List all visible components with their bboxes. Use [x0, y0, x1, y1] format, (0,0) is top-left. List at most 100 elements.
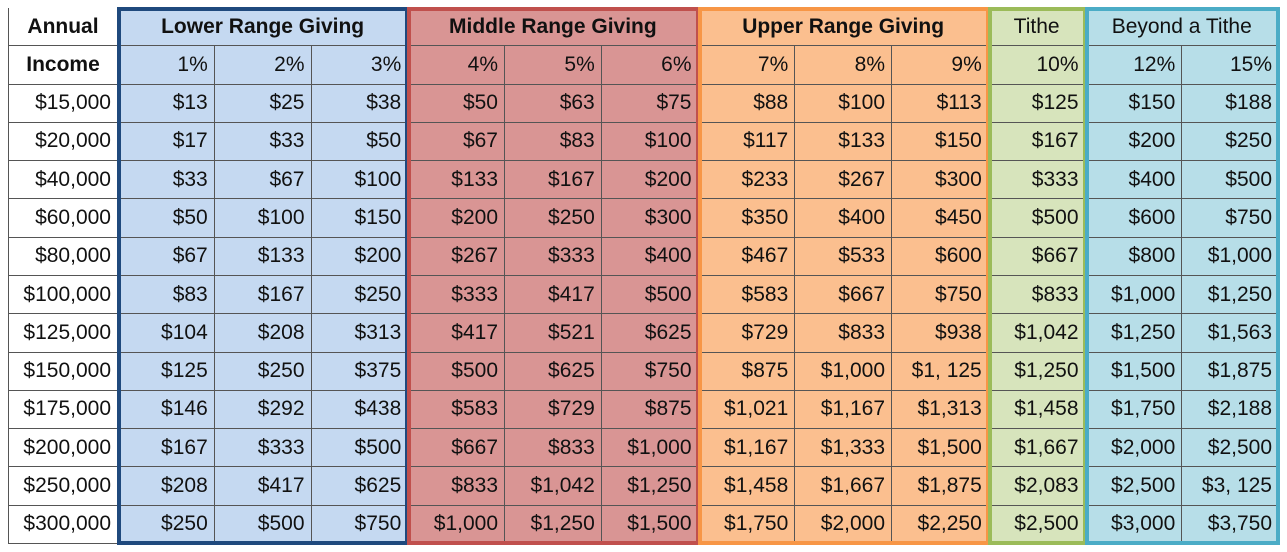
- income-cell: $300,000: [8, 505, 118, 544]
- amount-cell: $50: [311, 122, 409, 162]
- amount-cell: $2,500: [1182, 429, 1279, 468]
- amount-cell: $583: [408, 390, 505, 430]
- amount-cell: $33: [118, 161, 215, 200]
- income-cell: $40,000: [8, 161, 118, 200]
- amount-cell: $250: [118, 505, 215, 544]
- amount-cell: $125: [118, 352, 215, 391]
- amount-cell: $300: [892, 161, 989, 200]
- amount-cell: $146: [118, 390, 215, 430]
- amount-cell: $1,021: [698, 390, 796, 430]
- amount-cell: $233: [698, 161, 796, 200]
- amount-cell: $100: [795, 84, 892, 123]
- percent-header: 5%: [505, 46, 602, 85]
- amount-cell: $75: [601, 84, 699, 123]
- amount-cell: $1,667: [988, 429, 1086, 468]
- amount-cell: $1,000: [1085, 275, 1183, 315]
- amount-cell: $250: [505, 199, 602, 238]
- amount-cell: $1,250: [1085, 314, 1183, 353]
- amount-cell: $875: [698, 352, 796, 391]
- amount-cell: $200: [408, 199, 505, 238]
- percent-header: 3%: [311, 46, 409, 85]
- amount-cell: $167: [118, 429, 215, 468]
- income-cell: $125,000: [8, 314, 118, 353]
- amount-cell: $667: [988, 237, 1086, 276]
- amount-cell: $1,250: [988, 352, 1086, 391]
- amount-cell: $875: [601, 390, 699, 430]
- income-cell: $150,000: [8, 352, 118, 391]
- income-cell: $200,000: [8, 429, 118, 468]
- amount-cell: $267: [795, 161, 892, 200]
- giving-table: Annual Lower Range Giving Middle Range Giv…: [8, 8, 1279, 544]
- group-header-middle: Middle Range Giving: [408, 8, 699, 47]
- amount-cell: $583: [698, 275, 796, 315]
- percent-header: 10%: [988, 46, 1086, 85]
- amount-cell: $100: [214, 199, 312, 238]
- amount-cell: $625: [311, 467, 409, 506]
- amount-cell: $63: [505, 84, 602, 123]
- amount-cell: $333: [214, 429, 312, 468]
- amount-cell: $1,313: [892, 390, 989, 430]
- amount-cell: $167: [505, 161, 602, 200]
- amount-cell: $333: [988, 161, 1086, 200]
- annual-header: Annual: [8, 8, 118, 47]
- amount-cell: $83: [505, 122, 602, 162]
- amount-cell: $25: [214, 84, 312, 123]
- amount-cell: $1,458: [698, 467, 796, 506]
- percent-header: 12%: [1085, 46, 1183, 85]
- amount-cell: $2,500: [1085, 467, 1183, 506]
- amount-cell: $400: [601, 237, 699, 276]
- amount-cell: $1,500: [601, 505, 699, 544]
- amount-cell: $833: [505, 429, 602, 468]
- amount-cell: $667: [408, 429, 505, 468]
- amount-cell: $833: [988, 275, 1086, 315]
- amount-cell: $1,750: [1085, 390, 1183, 430]
- percent-header: 8%: [795, 46, 892, 85]
- amount-cell: $67: [408, 122, 505, 162]
- income-cell: $100,000: [8, 275, 118, 315]
- amount-cell: $113: [892, 84, 989, 123]
- amount-cell: $250: [214, 352, 312, 391]
- amount-cell: $67: [214, 161, 312, 200]
- income-cell: $15,000: [8, 84, 118, 123]
- amount-cell: $667: [795, 275, 892, 315]
- amount-cell: $208: [214, 314, 312, 353]
- amount-cell: $2,000: [795, 505, 892, 544]
- amount-cell: $2,250: [892, 505, 989, 544]
- income-cell: $250,000: [8, 467, 118, 506]
- amount-cell: $625: [505, 352, 602, 391]
- amount-cell: $17: [118, 122, 215, 162]
- amount-cell: $1,000: [601, 429, 699, 468]
- group-header-tithe: Tithe: [988, 8, 1086, 47]
- amount-cell: $750: [892, 275, 989, 315]
- amount-cell: $417: [408, 314, 505, 353]
- percent-header: 1%: [118, 46, 215, 85]
- amount-cell: $3,000: [1085, 505, 1183, 544]
- amount-cell: $208: [118, 467, 215, 506]
- amount-cell: $500: [988, 199, 1086, 238]
- amount-cell: $450: [892, 199, 989, 238]
- amount-cell: $438: [311, 390, 409, 430]
- amount-cell: $521: [505, 314, 602, 353]
- amount-cell: $1,667: [795, 467, 892, 506]
- amount-cell: $417: [505, 275, 602, 315]
- percent-header: 4%: [408, 46, 505, 85]
- amount-cell: $50: [408, 84, 505, 123]
- amount-cell: $38: [311, 84, 409, 123]
- amount-cell: $1,042: [988, 314, 1086, 353]
- percent-header: 9%: [892, 46, 989, 85]
- amount-cell: $2,500: [988, 505, 1086, 544]
- group-header-beyond: Beyond a Tithe: [1085, 8, 1279, 47]
- amount-cell: $729: [698, 314, 796, 353]
- amount-cell: $400: [1085, 161, 1183, 200]
- amount-cell: $333: [505, 237, 602, 276]
- income-cell: $60,000: [8, 199, 118, 238]
- amount-cell: $417: [214, 467, 312, 506]
- amount-cell: $500: [601, 275, 699, 315]
- amount-cell: $133: [214, 237, 312, 276]
- amount-cell: $1,500: [1085, 352, 1183, 391]
- amount-cell: $100: [311, 161, 409, 200]
- amount-cell: $1,250: [505, 505, 602, 544]
- amount-cell: $750: [1182, 199, 1279, 238]
- income-cell: $175,000: [8, 390, 118, 430]
- amount-cell: $250: [311, 275, 409, 315]
